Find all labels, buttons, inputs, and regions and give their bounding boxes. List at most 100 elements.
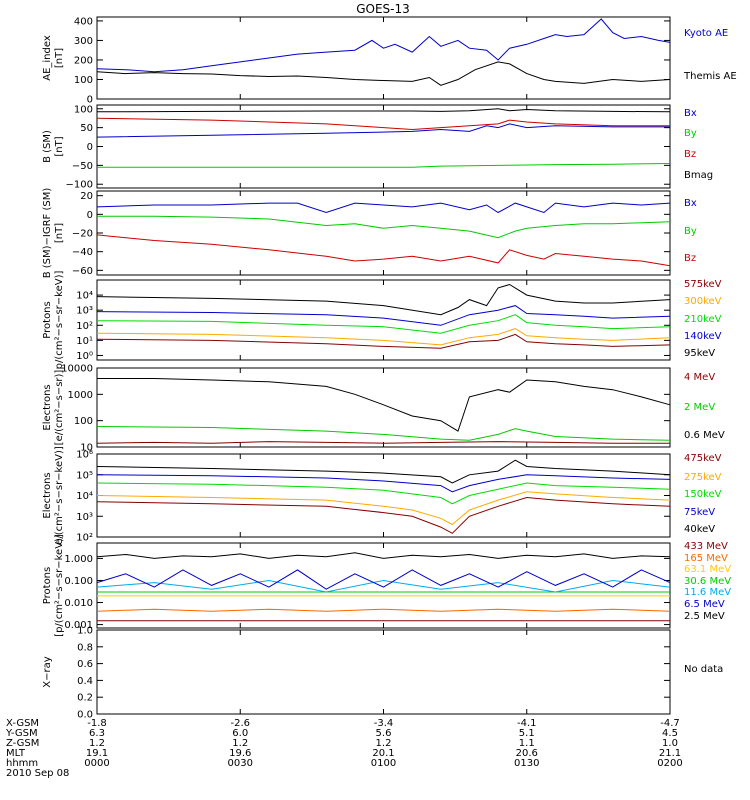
y-axis-label: X−ray bbox=[42, 656, 53, 687]
legend-label: Bx bbox=[684, 198, 697, 209]
y-tick-label: 0.4 bbox=[77, 676, 93, 687]
footer-value: 1.2 bbox=[376, 738, 392, 749]
y-tick-label: 100 bbox=[74, 75, 93, 86]
y-tick-label: 0.010 bbox=[64, 598, 93, 609]
footer-value: 1.2 bbox=[89, 738, 105, 749]
y-tick-label: 10³ bbox=[76, 512, 93, 523]
panel-bsm: −100 −50 0 50 100 B (SM) [nT] Bx By Bz Bmag bbox=[42, 104, 713, 190]
y-tick-label: 10² bbox=[76, 533, 93, 544]
y-tick-label: 10³ bbox=[76, 306, 93, 317]
y-tick-label: 0 bbox=[87, 142, 93, 153]
legend-label: Kyoto AE bbox=[684, 28, 728, 39]
series-line-2-5-mev bbox=[96, 552, 671, 559]
footer-value: 0100 bbox=[371, 758, 396, 769]
legend-label: 75keV bbox=[684, 507, 715, 518]
y-tick-label: 1.0 bbox=[77, 626, 93, 637]
footer-value: 20.6 bbox=[516, 748, 538, 759]
legend-label: Bz bbox=[684, 253, 696, 264]
legend-label: 165 MeV bbox=[684, 553, 728, 564]
y-tick-label: 0 bbox=[87, 95, 93, 106]
panel-protons2: 0.001 0.010 0.100 1.000 Protons [p/(cm²−s−sr−… bbox=[42, 534, 731, 637]
y-tick-label: 10⁰ bbox=[76, 351, 93, 362]
footer-value: -2.6 bbox=[230, 718, 250, 729]
y-axis-unit: e/(cm²−s−sr−keV)] bbox=[54, 446, 65, 545]
legend-label: 150keV bbox=[684, 489, 722, 500]
legend-label: Bz bbox=[684, 149, 696, 160]
series-line-575kev bbox=[96, 333, 671, 349]
y-tick-label: 10⁶ bbox=[76, 450, 93, 461]
series-line-4-mev bbox=[96, 441, 670, 444]
legend-label: 63.1 MeV bbox=[684, 564, 731, 575]
y-tick-label: −50 bbox=[72, 161, 93, 172]
footer-value: 20.1 bbox=[372, 748, 394, 759]
legend-label: 475keV bbox=[684, 453, 722, 464]
series-line-bmag bbox=[96, 108, 671, 113]
series-line-275kev bbox=[96, 491, 671, 526]
footer-value: -3.4 bbox=[374, 718, 394, 729]
y-axis-label: AE_index bbox=[42, 35, 53, 81]
legend-label: 433 MeV bbox=[684, 541, 728, 552]
legend-label: 300keV bbox=[684, 296, 722, 307]
y-axis-unit: [nT] bbox=[54, 48, 65, 68]
legend-label: 40keV bbox=[684, 524, 715, 535]
footer-value: 5.1 bbox=[519, 728, 535, 739]
footer-value: 1.0 bbox=[662, 738, 678, 749]
date-label: 2010 Sep 08 bbox=[6, 768, 69, 779]
series-line-210kev bbox=[96, 314, 671, 334]
footer-value: 0030 bbox=[228, 758, 253, 769]
legend-label: 95keV bbox=[684, 348, 715, 359]
series-line-themis-ae bbox=[96, 61, 671, 86]
legend-label: 275keV bbox=[684, 472, 722, 483]
footer-value: -1.8 bbox=[87, 718, 107, 729]
y-axis-label: B (SM) bbox=[42, 130, 53, 163]
series-line-165-mev bbox=[96, 608, 671, 612]
series-line-40kev bbox=[96, 459, 671, 484]
panel-frame bbox=[96, 629, 671, 715]
legend-label: Bmag bbox=[684, 170, 713, 181]
y-axis-label: Protons bbox=[42, 567, 53, 604]
panel-ae: 0 100 200 300 400 AE_index [nT] Kyoto AE Themis … bbox=[42, 16, 737, 105]
panel-frame bbox=[96, 190, 671, 276]
y-axis-label: B (SM)−IGRF (SM) bbox=[42, 188, 53, 279]
y-tick-label: 100 bbox=[74, 104, 93, 115]
y-axis-unit: [nT] bbox=[54, 136, 65, 156]
y-tick-label: 10⁴ bbox=[76, 491, 93, 502]
y-tick-label: 0.6 bbox=[77, 659, 93, 670]
legend-label: 30.6 MeV bbox=[684, 576, 731, 587]
footer-row-label: Y-GSM bbox=[5, 728, 38, 739]
y-tick-label: 10⁴ bbox=[76, 291, 93, 302]
y-tick-label: 1.000 bbox=[64, 554, 93, 565]
panel-bigrf: −60 −40 −20 0 20 B (SM)−IGRF (SM) [nT] Bx By Bz bbox=[42, 188, 697, 279]
footer-value: 6.0 bbox=[232, 728, 248, 739]
y-axis-unit: p/(cm²−s−sr−keV)] bbox=[54, 271, 65, 370]
legend-label: 210keV bbox=[684, 314, 722, 325]
legend-label: 2.5 MeV bbox=[684, 611, 725, 622]
series-line-6-5-mev bbox=[96, 569, 671, 590]
series-line-95kev bbox=[96, 283, 671, 316]
y-axis-label: Protons bbox=[42, 301, 53, 338]
y-tick-label: 200 bbox=[74, 55, 93, 66]
panel-protons: 10⁰ 10¹ 10² 10³ 10⁴ Protons p/(cm²−s−sr−keV)] 5… bbox=[42, 271, 722, 370]
y-axis-label: Electrons bbox=[42, 472, 53, 518]
y-tick-label: 0.8 bbox=[77, 642, 93, 653]
footer-value: 5.6 bbox=[376, 728, 392, 739]
series-line-bx bbox=[96, 123, 670, 138]
legend-label: 11.6 MeV bbox=[684, 587, 731, 598]
footer-value: 0200 bbox=[657, 758, 682, 769]
panel-frame bbox=[96, 279, 671, 361]
legend-label: 0.6 MeV bbox=[684, 430, 725, 441]
y-tick-label: 10⁵ bbox=[76, 470, 93, 481]
no-data-label: No data bbox=[684, 664, 723, 675]
series-line-bx bbox=[96, 202, 671, 214]
footer-row-label: X-GSM bbox=[6, 718, 39, 729]
y-tick-label: 50 bbox=[80, 123, 93, 134]
series-line-11-6-mev bbox=[96, 579, 671, 593]
legend-label: 6.5 MeV bbox=[684, 599, 725, 610]
y-tick-label: −40 bbox=[72, 247, 93, 258]
y-tick-label: 10² bbox=[76, 321, 93, 332]
footer-value: 4.5 bbox=[662, 728, 678, 739]
y-axis-label: Electrons bbox=[42, 384, 53, 430]
footer-value: 21.1 bbox=[659, 748, 681, 759]
